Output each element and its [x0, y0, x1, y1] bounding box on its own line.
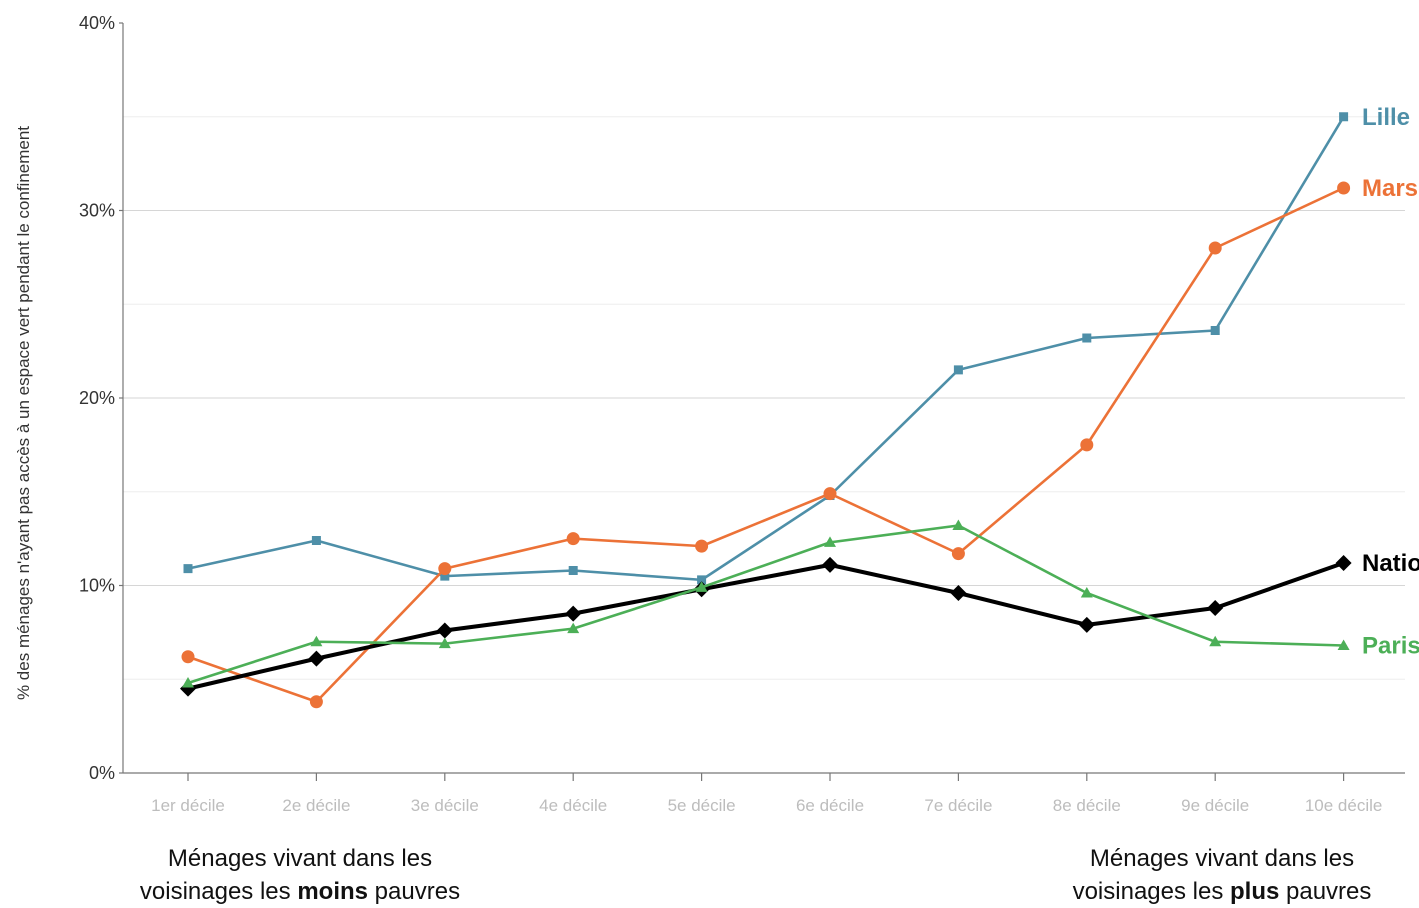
data-point-natio [1078, 616, 1095, 633]
x-tick-label: 4e décile [539, 796, 607, 815]
y-tick-label: 10% [79, 576, 115, 596]
y-tick-labels: 0% 10% 20% 30% 40% [79, 13, 115, 783]
data-point-paris [952, 519, 965, 530]
data-point-mars [181, 650, 195, 664]
axes [119, 22, 1405, 781]
series-label-natio: Natio [1362, 550, 1419, 577]
data-point-natio [436, 622, 453, 639]
data-point-natio [822, 556, 838, 573]
data-point-natio [1335, 555, 1352, 571]
x-tick-label: 8e décile [1053, 796, 1121, 815]
data-point-paris [1080, 587, 1093, 598]
y-tick-label: 40% [79, 13, 115, 33]
series-paris: Paris [182, 519, 1419, 688]
x-tick-label: 2e décile [282, 796, 350, 815]
annotation-least-poor-line1: Ménages vivant dans les [167, 845, 433, 872]
data-point-paris [567, 622, 580, 634]
y-tick-label: 20% [79, 388, 115, 408]
x-tick-label: 3e décile [411, 796, 479, 815]
data-point-mars [1337, 181, 1351, 195]
data-point-paris [310, 635, 323, 647]
x-tick-labels: 1er décile 2e décile 3e décile 4e décile 5e … [151, 796, 1382, 815]
data-point-mars [566, 532, 580, 546]
y-axis-label: % des ménages n'ayant pas accès à un esp… [14, 126, 33, 700]
data-point-mars [823, 487, 837, 501]
data-point-lille [1082, 333, 1092, 343]
data-point-natio [565, 605, 582, 622]
data-point-lille [697, 575, 707, 585]
series-natio: Natio [180, 550, 1419, 697]
x-tick-label: 1er décile [151, 796, 225, 815]
annotation-least-poor: Ménages vivant dans les voisinages les m… [100, 842, 500, 908]
x-tick-label: 9e décile [1181, 796, 1249, 815]
y-tick-label: 30% [79, 201, 115, 221]
annotation-least-poor-line2: voisinages les moins pauvres [139, 878, 461, 905]
data-point-lille [568, 566, 578, 575]
series-lille: Lille [183, 104, 1410, 585]
x-tick-label: 5e décile [668, 796, 736, 815]
data-point-natio [1207, 600, 1224, 616]
data-point-paris [438, 637, 451, 649]
data-point-mars [438, 562, 452, 576]
data-point-lille [311, 536, 321, 545]
data-point-lille [1210, 326, 1220, 335]
series-label-mars: Mars [1362, 175, 1418, 202]
series-line-mars [187, 186, 1345, 704]
data-point-natio [308, 650, 325, 667]
data-point-paris [1209, 635, 1222, 647]
series-label-paris: Paris [1362, 633, 1419, 660]
annotation-most-poor-line2: voisinages les plus pauvres [1072, 878, 1372, 905]
data-point-lille [183, 564, 193, 574]
annotation-most-poor-line1: Ménages vivant dans les [1089, 845, 1355, 872]
data-point-paris [1337, 639, 1350, 650]
data-point-lille [1339, 112, 1349, 122]
series-mars: Mars [181, 175, 1418, 709]
grid-lines [123, 116, 1405, 680]
series-line-lille [187, 116, 1345, 582]
data-point-paris [824, 536, 836, 547]
data-point-lille [953, 365, 963, 375]
data-point-paris [182, 677, 194, 688]
x-tick-label: 6e décile [796, 796, 864, 815]
data-point-paris [695, 581, 708, 592]
data-point-mars [309, 695, 323, 709]
y-tick-label: 0% [89, 763, 115, 783]
x-tick-label: 7e décile [924, 796, 992, 815]
data-point-mars [1080, 438, 1094, 452]
data-point-mars [951, 547, 965, 561]
data-point-natio [950, 585, 967, 601]
data-point-mars [695, 539, 709, 553]
x-tick-label: 10e décile [1305, 796, 1383, 815]
series-label-lille: Lille [1362, 104, 1410, 131]
series-group: Lille Mars Natio Paris [180, 104, 1419, 709]
data-point-lille [440, 571, 450, 581]
annotation-most-poor: Ménages vivant dans les voisinages les p… [1022, 842, 1419, 908]
data-point-mars [1208, 241, 1222, 255]
series-line-paris [187, 524, 1344, 685]
